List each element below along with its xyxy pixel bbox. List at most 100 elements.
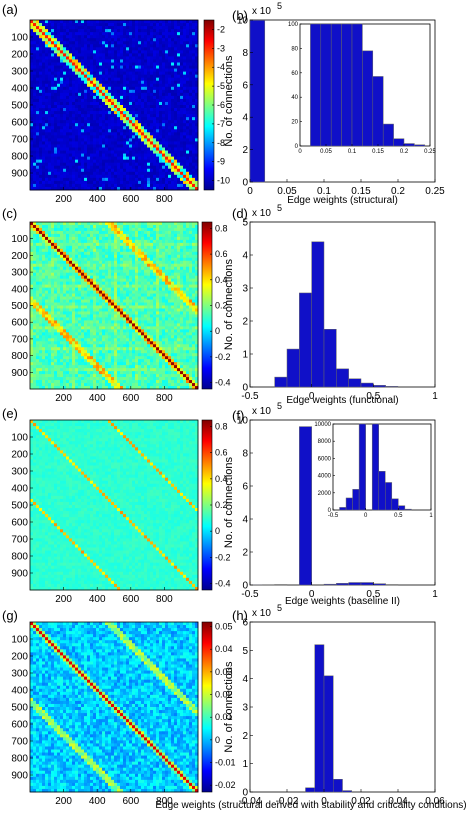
heatmap-cell xyxy=(57,251,61,256)
heatmap-cell xyxy=(93,144,97,148)
heatmap-cell xyxy=(189,165,193,170)
heatmap-cell xyxy=(69,159,73,164)
heatmap-cell xyxy=(129,302,133,306)
heatmap-cell xyxy=(102,71,106,76)
heatmap-cell xyxy=(168,92,172,97)
heatmap-cell xyxy=(66,236,70,241)
heatmap-cell xyxy=(147,83,151,88)
heatmap-cell xyxy=(156,26,160,30)
heatmap-cell xyxy=(54,278,58,283)
heatmap-cell xyxy=(195,156,199,161)
heatmap-cell xyxy=(165,83,169,88)
heatmap-cell xyxy=(84,26,88,30)
heatmap-cell xyxy=(102,80,106,85)
heatmap-cell xyxy=(135,129,139,133)
inset-b-bar xyxy=(320,23,332,147)
heatmap-cell xyxy=(75,50,79,54)
heatmap-cell xyxy=(87,284,91,289)
heatmap-cell xyxy=(69,222,73,226)
heatmap-cell xyxy=(90,26,94,30)
heatmap-cell xyxy=(171,129,175,133)
heatmap-cell xyxy=(117,230,121,235)
heatmap-cell xyxy=(123,171,127,176)
heatmap-cell xyxy=(69,50,73,54)
heatmap-cell xyxy=(99,126,103,130)
heatmap-cell xyxy=(30,266,34,271)
heatmap-cell xyxy=(171,50,175,54)
heatmap-cell xyxy=(45,50,49,54)
heatmap-cell xyxy=(78,278,82,283)
heatmap-cell xyxy=(93,29,97,33)
heatmap-cell xyxy=(171,65,175,69)
heatmap-cell xyxy=(120,239,124,244)
heatmap-cell xyxy=(156,165,160,170)
heatmap-cell xyxy=(183,251,187,256)
heatmap-cell xyxy=(180,168,184,173)
heatmap-cell xyxy=(171,227,175,232)
heatmap-cell xyxy=(36,233,40,238)
heatmap-cell xyxy=(123,95,127,100)
heatmap-cell xyxy=(150,275,154,280)
heatmap-cell xyxy=(111,272,115,277)
heatmap-cell xyxy=(129,168,133,173)
heatmap-cell xyxy=(57,98,61,103)
heatmap-cell xyxy=(117,44,121,48)
heatmap-cell xyxy=(108,248,112,253)
heatmap-cell xyxy=(36,20,40,24)
heatmap-cell xyxy=(117,242,121,247)
heatmap-cell xyxy=(60,71,64,76)
heatmap-cell xyxy=(84,263,88,268)
heatmap-cell xyxy=(108,242,112,247)
heatmap-cell xyxy=(177,293,181,297)
heatmap-cell xyxy=(150,186,154,191)
heatmap-cell xyxy=(75,32,79,36)
heatmap-cell xyxy=(96,23,100,27)
heatmap-cell xyxy=(138,296,142,300)
heatmap-cell xyxy=(78,74,82,79)
heatmap-cell xyxy=(153,101,157,106)
heatmap-cell xyxy=(30,101,34,106)
heatmap-cell xyxy=(90,135,94,139)
heatmap-cell xyxy=(174,138,178,142)
heatmap-cell xyxy=(132,105,136,109)
heatmap-cell xyxy=(108,293,112,297)
heatmap-cell xyxy=(75,296,79,300)
heatmap-cell xyxy=(63,141,67,145)
inset-b-bar xyxy=(351,23,363,147)
heatmap-cell xyxy=(192,260,196,265)
heatmap-cell xyxy=(63,68,67,73)
heatmap-cell xyxy=(75,86,79,91)
heatmap-cell xyxy=(126,120,130,124)
heatmap-cell xyxy=(195,62,199,66)
heatmap-cell xyxy=(45,183,49,188)
heatmap-cell xyxy=(195,95,199,100)
heatmap-cell xyxy=(69,180,73,185)
heatmap-cell xyxy=(144,138,148,142)
heatmap-cell xyxy=(33,257,37,262)
heatmap-cell xyxy=(93,293,97,297)
heatmap-cell xyxy=(90,138,94,142)
heatmap-cell xyxy=(150,308,154,312)
heatmap-cell xyxy=(87,26,91,30)
heatmap-cell xyxy=(174,74,178,79)
heatmap-cell xyxy=(57,236,61,241)
heatmap-cell xyxy=(114,71,118,76)
heatmap-cell xyxy=(63,302,67,306)
heatmap-cell xyxy=(165,186,169,191)
heatmap-cell xyxy=(96,254,100,259)
heatmap-cell xyxy=(165,222,169,226)
heatmap-cell xyxy=(129,98,133,103)
heatmap-cell xyxy=(180,242,184,247)
heatmap-cell xyxy=(174,290,178,294)
heatmap-cell xyxy=(183,108,187,112)
heatmap-cell xyxy=(75,114,79,118)
heatmap-cell xyxy=(84,129,88,133)
heatmap-cell xyxy=(93,89,97,94)
heatmap-cell xyxy=(57,150,61,154)
heatmap-cell xyxy=(36,47,40,51)
heatmap-cell xyxy=(78,29,82,33)
heatmap-cell xyxy=(51,26,55,30)
heatmap-cell xyxy=(135,101,139,106)
heatmap-cell xyxy=(108,227,112,232)
